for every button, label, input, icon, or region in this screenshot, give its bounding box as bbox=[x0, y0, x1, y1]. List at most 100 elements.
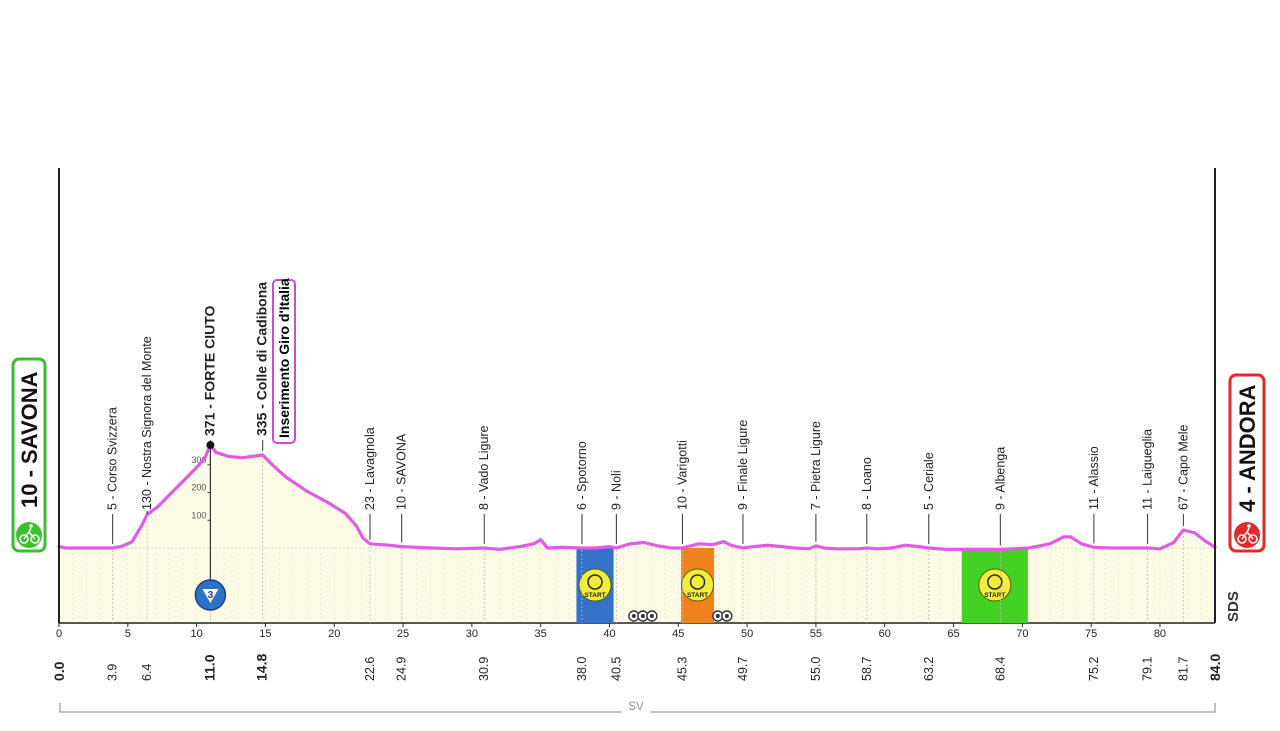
stopwatch-icon bbox=[578, 568, 612, 602]
brand-logo: SDS bbox=[1225, 591, 1242, 622]
sprint-zone-label: START bbox=[584, 592, 605, 599]
gpm-category-label: 3 bbox=[208, 590, 214, 601]
waypoint-km-label: 45.3 bbox=[675, 657, 689, 681]
waypoint-label: 5 - Ceriale bbox=[922, 452, 936, 510]
waypoint: 10 - SAVONA 24.9 bbox=[395, 433, 409, 681]
x-tick-label: 50 bbox=[741, 628, 753, 640]
x-tick-label: 25 bbox=[397, 628, 409, 640]
profile-area bbox=[59, 445, 1215, 624]
waypoint-label: 130 - Nostra Signora del Monte bbox=[140, 336, 154, 510]
cyclist-icon bbox=[681, 568, 715, 602]
waypoints: 5 - Corso Svizzera 3.9 130 - Nostra Signor… bbox=[51, 282, 1223, 681]
waypoint: 11 - Alassio 75.2 bbox=[1087, 446, 1101, 681]
x-tick-label: 10 bbox=[190, 628, 202, 640]
finish-label: 4 - ANDORA bbox=[1235, 384, 1260, 512]
waypoint: 371 - FORTE CIUTO 11.0 bbox=[201, 305, 217, 681]
waypoint: 8 - Loano 58.7 bbox=[860, 457, 874, 681]
x-tick-label: 15 bbox=[259, 628, 271, 640]
sprint-zone-label: START bbox=[984, 592, 1005, 599]
waypoint-label: 371 - FORTE CIUTO bbox=[201, 305, 217, 436]
waypoint-label: 10 - Varigotti bbox=[675, 440, 689, 510]
x-tick-label: 20 bbox=[328, 628, 340, 640]
sprint-zone-label: START bbox=[687, 592, 708, 599]
x-tick-label: 75 bbox=[1085, 628, 1097, 640]
y-tick-label: 100 bbox=[191, 510, 206, 520]
waypoint: 23 - Lavagnola 22.6 bbox=[363, 427, 377, 681]
x-tick-label: 40 bbox=[603, 628, 615, 640]
finish-badge: 4 - ANDORA bbox=[1228, 373, 1266, 553]
waypoint: 7 - Pietra Ligure 55.0 bbox=[809, 421, 823, 681]
waypoint: 9 - Noli 40.5 bbox=[609, 470, 623, 681]
waypoint-km-label: 6.4 bbox=[140, 664, 154, 681]
finish-cyclist-icon bbox=[1234, 522, 1260, 548]
start-km-label: 0.0 bbox=[51, 661, 67, 681]
x-tick-label: 55 bbox=[810, 628, 822, 640]
waypoint-label: 9 - Albenga bbox=[993, 447, 1007, 510]
waypoint-label: 6 - Spotorno bbox=[575, 441, 589, 510]
waypoint-km-label: 14.8 bbox=[254, 654, 270, 681]
waypoint: 10 - Varigotti 45.3 bbox=[675, 440, 689, 681]
waypoint-km-label: 38.0 bbox=[575, 657, 589, 681]
waypoint-label: 8 - Loano bbox=[860, 457, 874, 510]
waypoint: 5 - Corso Svizzera 3.9 bbox=[106, 407, 120, 681]
waypoint-km-label: 81.7 bbox=[1176, 657, 1190, 681]
gpm-triangle-icon bbox=[202, 589, 219, 603]
profile-line-group bbox=[57, 443, 1217, 551]
x-tick-label: 0 bbox=[56, 628, 62, 640]
profile-fill bbox=[59, 445, 1215, 623]
x-tick-label: 5 bbox=[125, 628, 131, 640]
start-badge: 10 - SAVONA bbox=[11, 357, 47, 553]
summit-dot bbox=[206, 441, 215, 450]
waypoint-label: 23 - Lavagnola bbox=[363, 427, 377, 510]
sprint-zones: START START START bbox=[576, 548, 1028, 623]
highlight-box: Inserimento Giro d'Italia bbox=[272, 278, 296, 444]
waypoint-label: 335 - Colle di Cadibona bbox=[254, 282, 270, 436]
start-label: 10 - SAVONA bbox=[17, 371, 42, 508]
waypoint-label: 10 - SAVONA bbox=[395, 433, 409, 510]
y-tick-label: 300 bbox=[191, 455, 206, 465]
x-tick-label: 70 bbox=[1016, 628, 1028, 640]
x-tick-label: 30 bbox=[466, 628, 478, 640]
waypoint-km-label: 55.0 bbox=[809, 657, 823, 681]
waypoint-km-label: 79.1 bbox=[1141, 657, 1155, 681]
waypoint-km-label: 30.9 bbox=[477, 657, 491, 681]
waypoint: 6 - Spotorno 38.0 bbox=[575, 441, 589, 681]
y-tick-label: 200 bbox=[191, 483, 206, 493]
waypoint-km-label: 63.2 bbox=[922, 657, 936, 681]
x-tick-label: 80 bbox=[1154, 628, 1166, 640]
x-tick-label: 60 bbox=[879, 628, 891, 640]
waypoint: 9 - Finale Ligure 49.7 bbox=[736, 420, 750, 681]
decorations: 3 bbox=[194, 441, 733, 622]
waypoint-label: 8 - Vado Ligure bbox=[477, 425, 491, 510]
waypoint: 130 - Nostra Signora del Monte 6.4 bbox=[140, 336, 154, 681]
waypoint: 8 - Vado Ligure 30.9 bbox=[477, 425, 491, 681]
waypoint: 5 - Ceriale 63.2 bbox=[922, 452, 936, 681]
waypoint-km-label: 49.7 bbox=[736, 657, 750, 681]
waypoint-km-label: 58.7 bbox=[860, 657, 874, 681]
x-tick-label: 65 bbox=[947, 628, 959, 640]
waypoint-label: 9 - Noli bbox=[609, 470, 623, 510]
waypoint: 67 - Capo Mele 81.7 bbox=[1176, 424, 1190, 681]
highlight-box-label: Inserimento Giro d'Italia bbox=[276, 278, 292, 438]
waypoint-label: 11 - Alassio bbox=[1087, 446, 1101, 510]
waypoint-km-label: 11.0 bbox=[201, 654, 217, 681]
waypoint: 11 - Laigueglia 79.1 bbox=[1141, 429, 1155, 681]
waypoint-km-label: 68.4 bbox=[993, 657, 1007, 681]
waypoint-km-label: 22.6 bbox=[363, 657, 377, 681]
waypoint: 335 - Colle di Cadibona 14.8 bbox=[254, 282, 270, 681]
waypoint-label: 67 - Capo Mele bbox=[1176, 424, 1190, 510]
waypoint: 9 - Albenga 68.4 bbox=[993, 447, 1007, 681]
km-axis: 0 5 10 15 20 25 30 35 40 45 50 55 60 65 70 75 80 bbox=[56, 623, 1166, 640]
region-label: SV bbox=[628, 701, 644, 713]
waypoint-km-label: 3.9 bbox=[106, 664, 120, 681]
waypoint-label: 11 - Laigueglia bbox=[1141, 429, 1155, 510]
x-tick-label: 45 bbox=[672, 628, 684, 640]
waypoint-km-label: 24.9 bbox=[395, 657, 409, 681]
finish-km-label: 84.0 bbox=[1207, 654, 1223, 681]
waypoint-label: 5 - Corso Svizzera bbox=[106, 407, 120, 510]
waypoint-label: 9 - Finale Ligure bbox=[736, 420, 750, 510]
waypoint-label: 7 - Pietra Ligure bbox=[809, 421, 823, 510]
x-tick-label: 35 bbox=[535, 628, 547, 640]
waypoint-km-label: 75.2 bbox=[1087, 657, 1101, 681]
